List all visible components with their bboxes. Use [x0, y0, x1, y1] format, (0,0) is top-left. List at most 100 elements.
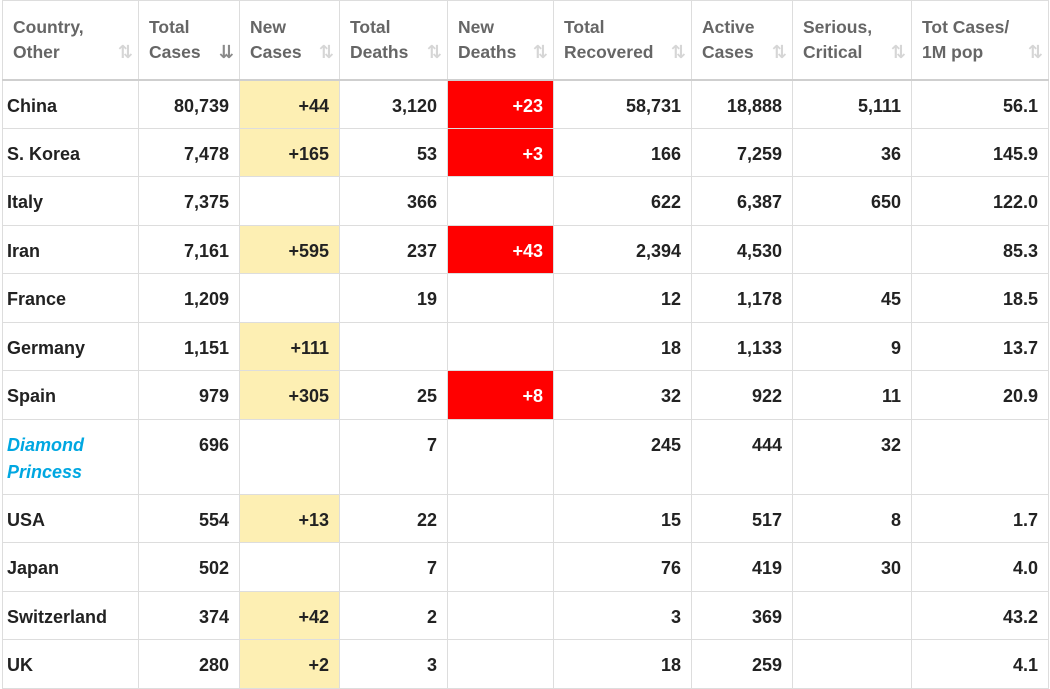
total-recovered-cell: 245: [553, 418, 692, 495]
new-deaths-cell: [447, 542, 554, 592]
new-deaths-cell: +43: [447, 224, 554, 274]
sort-icon[interactable]: ⇅: [771, 41, 787, 62]
country-cell: USA: [2, 493, 139, 543]
new-deaths-cell: [447, 176, 554, 226]
sort-icon[interactable]: ⇅: [426, 41, 442, 62]
total-deaths-cell: 2: [339, 590, 448, 640]
total-recovered-cell: 76: [553, 542, 692, 592]
total-deaths-cell: 7: [339, 418, 448, 495]
column-header-label: Serious, Critical: [803, 17, 873, 62]
sort-icon[interactable]: ⇅: [890, 41, 906, 62]
sort-icon[interactable]: ⇅: [532, 41, 548, 62]
new-cases-cell: +165: [239, 127, 340, 177]
table-row: Japan 502 7 76 419 30 4.0: [2, 542, 1049, 592]
column-header-label: Total Recovered: [564, 17, 654, 62]
new-deaths-cell: +3: [447, 127, 554, 177]
serious-critical-cell: [792, 590, 912, 640]
cases-per-million-cell: 43.2: [911, 590, 1049, 640]
cases-per-million-cell: 85.3: [911, 224, 1049, 274]
new-cases-cell: +13: [239, 493, 340, 543]
cases-per-million-cell: 1.7: [911, 493, 1049, 543]
table-row: USA 554 +13 22 15 517 8 1.7: [2, 493, 1049, 543]
new-cases-cell: [239, 418, 340, 495]
total-recovered-cell: 18: [553, 639, 692, 689]
total-recovered-cell: 622: [553, 176, 692, 226]
table-row: Iran 7,161 +595 237 +43 2,394 4,530 85.3: [2, 224, 1049, 274]
active-cases-cell: 18,888: [691, 79, 793, 129]
active-cases-cell: 444: [691, 418, 793, 495]
total-cases-cell: 374: [138, 590, 240, 640]
total-cases-cell: 280: [138, 639, 240, 689]
cases-per-million-cell: 13.7: [911, 321, 1049, 371]
total-cases-cell: 7,375: [138, 176, 240, 226]
new-deaths-cell: +23: [447, 79, 554, 129]
new-cases-cell: +305: [239, 370, 340, 420]
column-header-cases-per-million[interactable]: Tot Cases/1M pop ⇅: [911, 0, 1049, 80]
serious-critical-cell: 32: [792, 418, 912, 495]
active-cases-cell: 1,178: [691, 273, 793, 323]
sort-desc-icon[interactable]: ⇊: [218, 41, 234, 62]
table-row: Spain 979 +305 25 +8 32 922 11 20.9: [2, 370, 1049, 420]
active-cases-cell: 4,530: [691, 224, 793, 274]
cases-per-million-cell: 18.5: [911, 273, 1049, 323]
active-cases-cell: 369: [691, 590, 793, 640]
new-cases-cell: [239, 176, 340, 226]
total-deaths-cell: 366: [339, 176, 448, 226]
sort-icon[interactable]: ⇅: [1027, 41, 1043, 62]
sort-icon[interactable]: ⇅: [117, 41, 133, 62]
country-cell: UK: [2, 639, 139, 689]
total-recovered-cell: 18: [553, 321, 692, 371]
column-header-new-deaths[interactable]: New Deaths ⇅: [447, 0, 554, 80]
country-cell[interactable]: Diamond Princess: [2, 418, 139, 495]
new-cases-cell: +2: [239, 639, 340, 689]
total-deaths-cell: 22: [339, 493, 448, 543]
new-deaths-cell: [447, 493, 554, 543]
serious-critical-cell: 36: [792, 127, 912, 177]
serious-critical-cell: [792, 639, 912, 689]
total-cases-cell: 696: [138, 418, 240, 495]
active-cases-cell: 6,387: [691, 176, 793, 226]
total-cases-cell: 554: [138, 493, 240, 543]
column-header-total-cases[interactable]: Total Cases ⇊: [138, 0, 240, 80]
column-header-total-deaths[interactable]: Total Deaths ⇅: [339, 0, 448, 80]
active-cases-cell: 419: [691, 542, 793, 592]
serious-critical-cell: 11: [792, 370, 912, 420]
serious-critical-cell: 650: [792, 176, 912, 226]
total-deaths-cell: [339, 321, 448, 371]
column-header-label: New Deaths: [458, 17, 517, 62]
new-cases-cell: +595: [239, 224, 340, 274]
column-header-new-cases[interactable]: New Cases ⇅: [239, 0, 340, 80]
column-header-label: New Cases: [250, 17, 302, 62]
column-header-country[interactable]: Country, Other ⇅: [2, 0, 139, 80]
cases-per-million-cell: 56.1: [911, 79, 1049, 129]
total-deaths-cell: 53: [339, 127, 448, 177]
sort-icon[interactable]: ⇅: [670, 41, 686, 62]
table-row: Germany 1,151 +111 18 1,133 9 13.7: [2, 321, 1049, 371]
table-row: Switzerland 374 +42 2 3 369 43.2: [2, 590, 1049, 640]
column-header-active-cases[interactable]: Active Cases ⇅: [691, 0, 793, 80]
total-deaths-cell: 3: [339, 639, 448, 689]
total-recovered-cell: 2,394: [553, 224, 692, 274]
total-deaths-cell: 7: [339, 542, 448, 592]
total-cases-cell: 1,151: [138, 321, 240, 371]
active-cases-cell: 922: [691, 370, 793, 420]
table-header: Country, Other ⇅ Total Cases ⇊ New Cases ⇅ Total D…: [2, 0, 1049, 80]
new-deaths-cell: +8: [447, 370, 554, 420]
column-header-serious-critical[interactable]: Serious, Critical ⇅: [792, 0, 912, 80]
country-cell: Spain: [2, 370, 139, 420]
column-header-label: Tot Cases/1M pop: [922, 17, 1010, 62]
new-deaths-cell: [447, 321, 554, 371]
column-header-total-recovered[interactable]: Total Recovered ⇅: [553, 0, 692, 80]
table-row: S. Korea 7,478 +165 53 +3 166 7,259 36 145.9: [2, 127, 1049, 177]
cases-per-million-cell: 4.0: [911, 542, 1049, 592]
total-cases-cell: 7,161: [138, 224, 240, 274]
country-cell: Switzerland: [2, 590, 139, 640]
country-cell: France: [2, 273, 139, 323]
total-deaths-cell: 237: [339, 224, 448, 274]
total-recovered-cell: 3: [553, 590, 692, 640]
total-recovered-cell: 12: [553, 273, 692, 323]
sort-icon[interactable]: ⇅: [318, 41, 334, 62]
total-recovered-cell: 166: [553, 127, 692, 177]
new-cases-cell: +44: [239, 79, 340, 129]
